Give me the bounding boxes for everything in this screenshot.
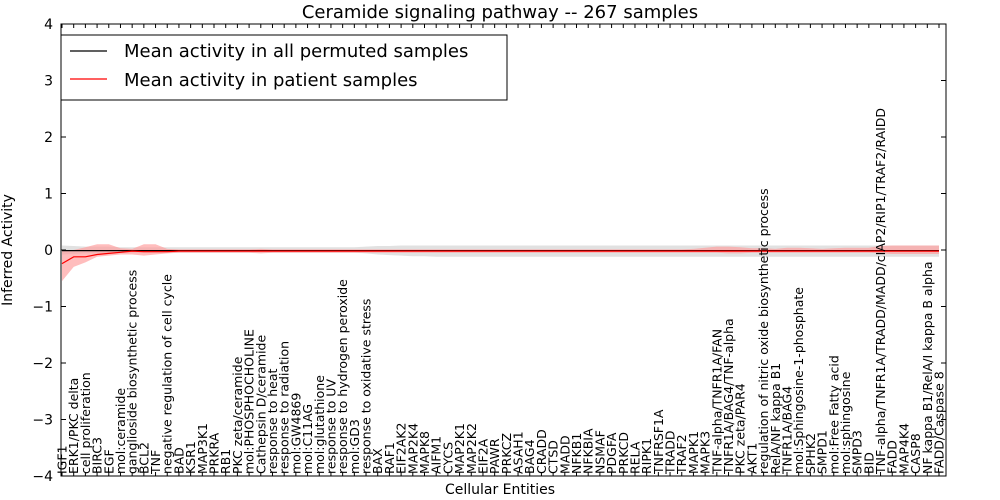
x-tick-label: NF kappa B1/RelA/I kappa B alpha	[920, 261, 935, 474]
x-tick-label: EIF2A	[476, 438, 491, 474]
x-tick-label: PDGFA	[604, 432, 619, 474]
x-tick-label: EGF	[101, 449, 116, 474]
series-lines	[61, 250, 939, 265]
x-tick-label: ASAH1	[511, 431, 526, 474]
x-tick-label: MAPK1	[686, 431, 701, 474]
legend-label-patient: Mean activity in patient samples	[124, 70, 418, 91]
x-tick-label: PKC zeta/ceramide	[230, 356, 245, 474]
x-tick-label: mol:C11AG	[300, 404, 315, 474]
x-tick-label: response to oxidative stress	[359, 299, 374, 474]
y-tick-label: 2	[44, 130, 53, 146]
legend-box	[60, 34, 508, 101]
y-tick-label: 3	[44, 74, 53, 90]
x-tick-label: SMPD3	[850, 430, 865, 474]
y-tick-label: 1	[44, 187, 53, 203]
x-tick-label: RELA	[628, 441, 643, 474]
x-tick-label: TRADD	[663, 430, 678, 475]
x-tick-label: RIPK1	[639, 438, 654, 474]
x-tick-label: response to hydrogen peroxide	[335, 279, 350, 474]
x-tick-label: TNFRSF1A	[651, 409, 666, 475]
x-tick-label: mol:GD3	[347, 419, 362, 474]
line-series-1	[61, 250, 939, 265]
x-tick-label: negative regulation of cell cycle	[160, 274, 175, 474]
x-tick-label: PKC zeta/PAR4	[733, 383, 748, 474]
y-tick-label: −3	[32, 413, 53, 429]
x-tick-label: PRKCD	[616, 432, 631, 474]
x-tick-label: TNF-alpha/TNFR1A/TRADD/MADD/cIAP2/RIP1/T…	[873, 108, 888, 475]
x-tick-label: regulation of nitric oxide biosynthetic …	[756, 188, 771, 474]
x-tick-label: BAG4	[522, 439, 537, 474]
x-tick-label: TRAF2	[674, 434, 689, 475]
x-tick-label: AKT1	[744, 443, 759, 474]
legend-label-permuted: Mean activity in all permuted samples	[124, 41, 468, 62]
y-tick-label: 4	[44, 17, 53, 33]
x-tick-label: response to radiation	[277, 341, 292, 474]
x-tick-label: MAP2K1	[452, 423, 467, 474]
x-tick-label: BID	[861, 452, 876, 474]
x-tick-label: IGF1	[55, 445, 70, 474]
x-tick-label: MAPK3	[698, 431, 713, 474]
y-tick-label: −4	[32, 469, 53, 485]
y-tick-label: 0	[44, 243, 53, 259]
x-tick-label: FADD	[885, 440, 900, 474]
y-tick-label: −1	[32, 300, 53, 316]
x-tick-label: response to UV	[323, 379, 338, 474]
x-tick-label: BIRC3	[90, 437, 105, 474]
x-tick-label: ganglioside biosynthetic process	[125, 270, 140, 474]
x-tick-label: mol:GW4869	[288, 393, 303, 474]
x-tick-label: KSR1	[183, 441, 198, 474]
x-tick-label: ERK1/PKC delta	[66, 378, 81, 474]
x-tick-label: EIF2AK2	[394, 423, 409, 474]
x-tick-label: MAP4K4	[896, 423, 911, 474]
x-tick-label: BCL2	[136, 442, 151, 474]
x-tick-label: MAP2K2	[464, 423, 479, 474]
x-tick-label: CASP8	[908, 433, 923, 474]
x-tick-label: cell proliferation	[78, 372, 93, 474]
x-tick-label: AIFM1	[429, 436, 444, 474]
x-tick-label: PAWR	[487, 438, 502, 474]
x-tick-label: RAF1	[382, 442, 397, 474]
y-axis-ticks: 4 3 2 1 0 −1 −2 −3 −4	[32, 17, 946, 485]
x-tick-label: FADD/Caspase 8	[932, 371, 947, 474]
y-axis-label: Inferred Activity	[0, 194, 16, 306]
x-tick-label: mol:PHOSPHOCHOLINE	[242, 329, 257, 474]
x-tick-label: response to heat	[265, 368, 280, 474]
x-tick-label: CYCS	[440, 442, 455, 474]
x-tick-label: CTSD	[546, 440, 561, 474]
x-tick-label: RB1	[218, 449, 233, 474]
x-tick-label: PRKCZ	[499, 433, 514, 474]
x-tick-label: TNF-alpha/TNFR1A/FAN	[709, 329, 724, 475]
x-tick-label: BAX	[370, 448, 385, 474]
x-tick-label: mol:sphingosine	[838, 371, 853, 474]
x-tick-label: MADD	[557, 435, 572, 474]
chart-title: Ceramide signaling pathway -- 267 sample…	[302, 2, 698, 23]
x-tick-label: mol:Sphingosine-1-phosphate	[791, 287, 806, 474]
y-tick-label: −2	[32, 356, 53, 372]
x-tick-label: TNFR1A/BAG4/TNF-alpha	[721, 318, 736, 475]
legend: Mean activity in all permuted samples Me…	[60, 34, 508, 101]
x-tick-label: SPHK2	[803, 433, 818, 474]
x-tick-label: RelA/NF kappa B1	[768, 363, 783, 474]
x-tick-label: NFKB1	[569, 433, 584, 474]
x-tick-label: NFKBIA	[581, 428, 596, 474]
x-tick-label: SMPD1	[815, 430, 830, 474]
x-axis-label: Cellular Entities	[445, 482, 555, 498]
x-tick-label: Cathepsin D/ceramide	[253, 335, 268, 475]
x-tick-label: PRKRA	[207, 432, 222, 474]
x-tick-label: mol:Free Fatty acid	[826, 355, 841, 474]
x-tick-label: TNFR1A/BAG4	[780, 386, 795, 475]
x-tick-label: MAPK8	[417, 431, 432, 474]
x-tick-label: CRADD	[534, 429, 549, 474]
x-tick-label: TNF	[148, 450, 163, 475]
x-tick-label: mol:glutathione	[312, 375, 327, 474]
x-tick-label: MAP2K4	[405, 423, 420, 474]
x-tick-label: NSMAF	[592, 430, 607, 474]
x-tick-label: BAD	[171, 447, 186, 474]
x-tick-label: MAP3K1	[195, 423, 210, 474]
x-tick-label: mol:ceramide	[113, 388, 128, 474]
